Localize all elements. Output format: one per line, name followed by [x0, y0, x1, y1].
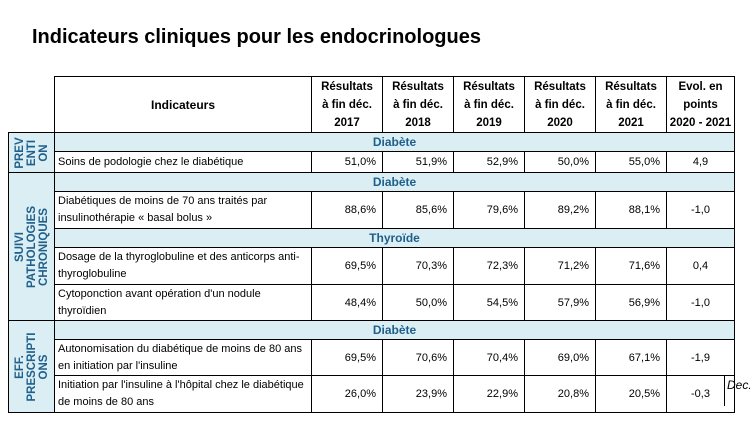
category-diabete: Diabète	[54, 132, 735, 152]
row-label: Soins de podologie chez le diabétique	[54, 151, 312, 173]
category-diabete: Diabète	[54, 172, 735, 192]
corner-cell	[8, 76, 55, 133]
table-row: Cytoponction avant opération d'un nodule…	[9, 284, 735, 321]
cell-evolution: 0,4	[666, 247, 735, 285]
cell-2021: 20,5%	[595, 375, 667, 413]
cell-evolution: -1,0	[666, 191, 735, 229]
header-2020: Résultats à fin déc. 2020	[524, 76, 596, 133]
cell-2020: 57,9%	[524, 284, 596, 321]
cell-2018: 85,6%	[382, 191, 454, 229]
cell-evolution: -1,0	[666, 284, 735, 321]
cell-2019: 70,4%	[453, 339, 525, 376]
category-row: PREV ENTI ON Diabète	[8, 132, 735, 173]
cell-2018: 51,9%	[382, 151, 454, 173]
cell-2021: 56,9%	[595, 284, 667, 321]
page-title: Indicateurs cliniques pour les endocrino…	[32, 26, 481, 48]
table-row: Initiation par l'insuline à l'hôpital ch…	[9, 375, 735, 413]
cell-2018: 50,0%	[382, 284, 454, 321]
cell-2017: 48,4%	[311, 284, 383, 321]
cell-2020: 69,0%	[524, 339, 596, 376]
header-2017: Résultats à fin déc. 2017	[311, 76, 383, 133]
category-thyroide: Thyroïde	[54, 228, 735, 248]
table-row: Autonomisation du diabétique de moins de…	[9, 339, 735, 376]
section-prevention: PREV ENTI ON	[8, 132, 55, 173]
cell-evolution: -1,9	[666, 339, 735, 376]
section-label-prevention: PREV ENTI ON	[13, 136, 50, 169]
row-label: Diabétiques de moins de 70 ans traités p…	[54, 191, 312, 229]
row-label: Dosage de la thyroglobuline et des antic…	[54, 247, 312, 285]
cell-2018: 23,9%	[382, 375, 454, 413]
cell-2021: 88,1%	[595, 191, 667, 229]
table-row: Diabétiques de moins de 70 ans traités p…	[9, 191, 735, 229]
header-indicators: Indicateurs	[54, 76, 312, 133]
section-suivi: SUIVI PATHOLOGIES CHRONIQUES	[8, 172, 55, 321]
category-row: Thyroïde	[9, 228, 735, 248]
cell-2021: 67,1%	[595, 339, 667, 376]
cell-2019: 72,3%	[453, 247, 525, 285]
cell-2020: 50,0%	[524, 151, 596, 173]
cell-2021: 55,0%	[595, 151, 667, 173]
side-note: Dec.	[727, 378, 750, 392]
header-row: Indicateurs Résultats à fin déc. 2017 Ré…	[8, 76, 735, 133]
cell-2019: 22,9%	[453, 375, 525, 413]
cell-2017: 88,6%	[311, 191, 383, 229]
row-label: Cytoponction avant opération d'un nodule…	[54, 284, 312, 321]
category-row: SUIVI PATHOLOGIES CHRONIQUES Diabète	[8, 172, 735, 321]
header-2021: Résultats à fin déc. 2021	[595, 76, 667, 133]
indicators-table: Indicateurs Résultats à fin déc. 2017 Ré…	[8, 76, 735, 413]
side-divider	[724, 376, 725, 406]
row-label: Autonomisation du diabétique de moins de…	[54, 339, 312, 376]
header-2018: Résultats à fin déc. 2018	[382, 76, 454, 133]
cell-evolution: 4,9	[666, 151, 735, 173]
table-row: Dosage de la thyroglobuline et des antic…	[9, 247, 735, 285]
cell-2018: 70,6%	[382, 339, 454, 376]
cell-2021: 71,6%	[595, 247, 667, 285]
indicators-table-wrapper: Indicateurs Résultats à fin déc. 2017 Ré…	[8, 76, 735, 413]
cell-2020: 20,8%	[524, 375, 596, 413]
category-diabete: Diabète	[54, 320, 735, 340]
cell-evolution: -0,3	[666, 375, 735, 413]
cell-2018: 70,3%	[382, 247, 454, 285]
cell-2017: 69,5%	[311, 247, 383, 285]
cell-2019: 52,9%	[453, 151, 525, 173]
row-label: Initiation par l'insuline à l'hôpital ch…	[54, 375, 312, 413]
cell-2019: 79,6%	[453, 191, 525, 229]
section-label-eff: EFF. PRESCRIPTI ONS	[13, 331, 50, 402]
cell-2019: 54,5%	[453, 284, 525, 321]
header-2019: Résultats à fin déc. 2019	[453, 76, 525, 133]
cell-2020: 89,2%	[524, 191, 596, 229]
cell-2020: 71,2%	[524, 247, 596, 285]
cell-2017: 26,0%	[311, 375, 383, 413]
header-evolution: Evol. en points 2020 - 2021	[666, 76, 735, 133]
cell-2017: 51,0%	[311, 151, 383, 173]
category-row: EFF. PRESCRIPTI ONS Diabète	[8, 320, 735, 413]
table-row: Soins de podologie chez le diabétique 51…	[9, 151, 735, 173]
section-label-suivi: SUIVI PATHOLOGIES CHRONIQUES	[13, 205, 50, 288]
section-eff: EFF. PRESCRIPTI ONS	[8, 320, 55, 413]
cell-2017: 69,5%	[311, 339, 383, 376]
